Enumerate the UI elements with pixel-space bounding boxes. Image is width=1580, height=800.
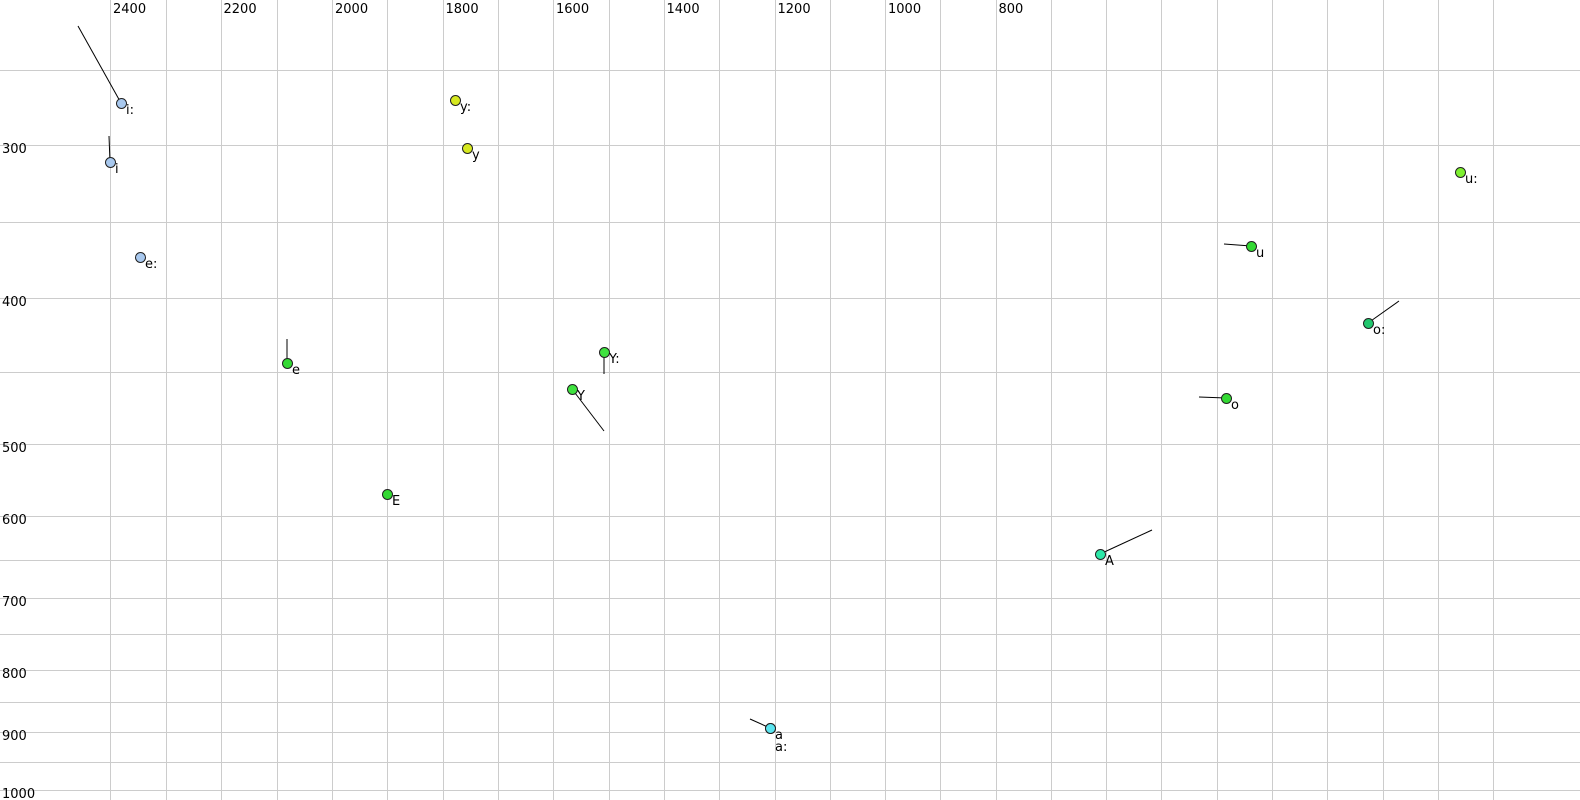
- vowel-marker-A[interactable]: [1094, 548, 1106, 560]
- vowel-label-o: o: [1231, 398, 1239, 413]
- vowel-marker-o[interactable]: [1220, 392, 1232, 404]
- vowel-label-Ylong: Y:: [609, 352, 620, 367]
- gridline-vertical: [829, 0, 831, 800]
- x-axis-tick-label: 1200: [777, 2, 811, 17]
- gridline-vertical: [165, 0, 167, 800]
- vowel-label-a: a: [775, 728, 783, 743]
- gridline-vertical: [1106, 0, 1107, 800]
- gridline-horizontal: [0, 145, 1580, 146]
- gridline-vertical: [940, 0, 941, 800]
- vowel-marker-i[interactable]: [104, 156, 116, 168]
- vowel-label-e: e: [292, 363, 300, 378]
- x-axis-tick-label: 2400: [113, 2, 147, 17]
- gridline-horizontal: [0, 70, 1580, 71]
- gridline-horizontal: [0, 372, 1580, 373]
- vowel-label-olong: o:: [1373, 323, 1386, 338]
- gridline-vertical: [220, 0, 222, 800]
- vowel-label-A: A: [1105, 554, 1114, 569]
- vowel-label-y: y: [472, 148, 480, 163]
- y-axis-tick-label: 700: [2, 595, 27, 610]
- vowel-marker-ylong[interactable]: [449, 94, 461, 106]
- y-axis-tick-label: 1000: [2, 787, 36, 800]
- x-axis-tick-label: 1400: [666, 2, 700, 17]
- vowel-label-along: a:: [775, 740, 788, 755]
- gridline-horizontal: [0, 560, 1580, 561]
- vowel-marker-Y[interactable]: [566, 383, 578, 395]
- gridline-vertical: [1493, 0, 1494, 800]
- vowel-marker-elong[interactable]: [134, 251, 146, 263]
- x-axis-tick-label: 2200: [223, 2, 257, 17]
- vowel-marker-ilong[interactable]: [115, 97, 127, 109]
- gridline-horizontal: [0, 702, 1580, 703]
- x-axis-tick-label: 800: [998, 2, 1024, 17]
- gridline-horizontal: [0, 670, 1580, 671]
- gridline-vertical: [1216, 0, 1218, 800]
- y-axis-tick-label: 400: [2, 295, 27, 310]
- vowel-label-i: i: [115, 162, 119, 177]
- gridline-horizontal: [0, 762, 1580, 763]
- vowel-marker-olong[interactable]: [1362, 317, 1374, 329]
- vowel-marker-Ylong[interactable]: [598, 346, 610, 358]
- gridline-horizontal: [0, 516, 1580, 517]
- vowel-marker-ulong[interactable]: [1454, 166, 1466, 178]
- y-axis-tick-label: 600: [2, 513, 27, 528]
- trajectory-line-A: [1099, 529, 1153, 555]
- x-axis-tick-label: 1600: [556, 2, 590, 17]
- vowel-label-Y: Y: [577, 389, 585, 404]
- gridline-vertical: [332, 0, 333, 800]
- y-axis-tick-label: 800: [2, 667, 27, 682]
- vowel-marker-along[interactable]: [764, 722, 776, 734]
- y-axis-tick-label: 900: [2, 729, 27, 744]
- gridline-horizontal: [0, 298, 1580, 299]
- x-axis-tick-label: 1000: [888, 2, 922, 17]
- vowel-marker-y[interactable]: [461, 142, 473, 154]
- gridline-vertical: [774, 0, 776, 800]
- gridline-vertical: [1382, 0, 1384, 800]
- gridline-horizontal: [0, 222, 1580, 223]
- gridline-horizontal: [0, 444, 1580, 445]
- y-axis-tick-label: 500: [2, 441, 27, 456]
- gridline-vertical: [995, 0, 997, 800]
- gridline-vertical: [1437, 0, 1439, 800]
- gridline-horizontal: [0, 790, 1580, 791]
- gridline-vertical: [719, 0, 720, 800]
- vowel-marker-u[interactable]: [1245, 240, 1257, 252]
- vowel-label-ilong: i:: [126, 103, 134, 118]
- gridline-vertical: [1327, 0, 1328, 800]
- gridline-vertical: [497, 0, 499, 800]
- y-axis-tick-label: 300: [2, 142, 27, 157]
- gridline-vertical: [1161, 0, 1162, 800]
- gridline-vertical: [663, 0, 665, 800]
- gridline-vertical: [387, 0, 388, 800]
- vowel-marker-e[interactable]: [281, 357, 293, 369]
- vowel-label-u: u: [1256, 246, 1265, 261]
- gridline-horizontal: [0, 732, 1580, 733]
- gridline-vertical: [277, 0, 278, 800]
- gridline-vertical: [110, 0, 111, 800]
- x-axis-tick-label: 1800: [445, 2, 479, 17]
- vowel-label-E: E: [392, 494, 401, 509]
- gridline-vertical: [608, 0, 610, 800]
- gridline-horizontal: [0, 634, 1580, 635]
- gridline-vertical: [442, 0, 444, 800]
- gridline-vertical: [1050, 0, 1052, 800]
- gridline-vertical: [885, 0, 886, 800]
- gridline-vertical: [553, 0, 554, 800]
- vowel-label-elong: e:: [145, 257, 158, 272]
- vowel-marker-E[interactable]: [381, 488, 393, 500]
- vowel-label-ylong: y:: [460, 100, 472, 115]
- x-axis-tick-label: 2000: [335, 2, 369, 17]
- vowel-label-ulong: u:: [1465, 172, 1478, 187]
- gridline-horizontal: [0, 598, 1580, 599]
- gridline-vertical: [1272, 0, 1273, 800]
- trajectory-line-ilong: [77, 25, 122, 104]
